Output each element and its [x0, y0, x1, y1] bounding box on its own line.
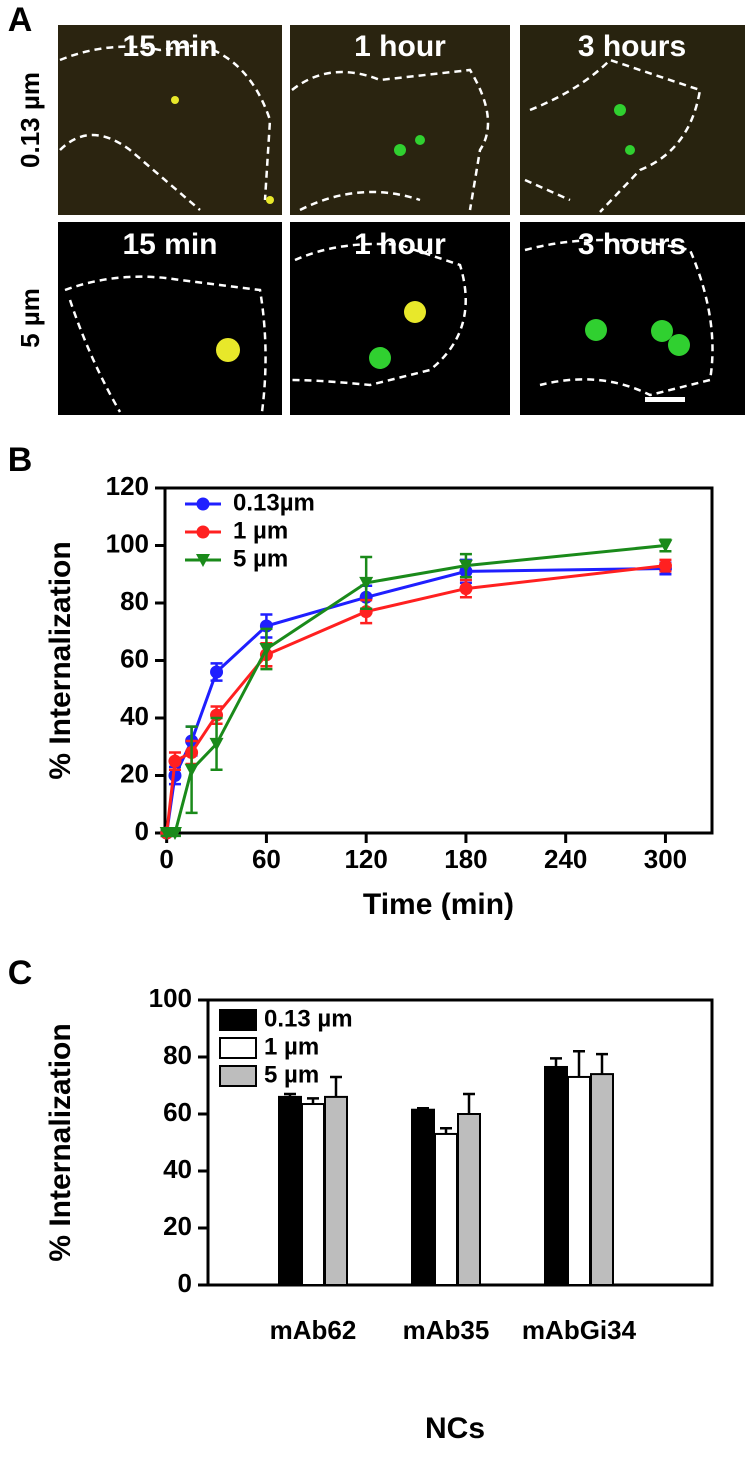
y-tick-label: 100 — [106, 528, 149, 558]
error-bar — [440, 1127, 452, 1134]
marker — [359, 576, 374, 590]
x-tick-label: 60 — [252, 844, 281, 874]
marker — [196, 525, 210, 539]
image-title: 15 min — [122, 30, 217, 63]
y-tick-label: 20 — [163, 1211, 192, 1241]
x-tick-label: 240 — [544, 844, 587, 874]
x-axis-title: NCs — [425, 1412, 485, 1445]
y-tick-label: 0 — [178, 1268, 192, 1298]
y-tick-label: 40 — [163, 1154, 192, 1184]
series-line — [166, 544, 666, 835]
y-tick-label: 60 — [120, 643, 149, 673]
micrograph — [290, 222, 510, 415]
error-bar — [573, 1050, 585, 1077]
legend-swatch — [219, 1009, 257, 1031]
cell-outline — [59, 43, 272, 211]
image-title: 1 hour — [354, 228, 446, 261]
panel-label: C — [8, 954, 33, 992]
marker — [167, 827, 182, 840]
row-label: 5 µm — [15, 288, 45, 348]
legend-label: 5 µm — [233, 545, 288, 572]
bar — [278, 1095, 302, 1287]
x-tick-label: mAb62 — [270, 1315, 357, 1345]
micrograph — [520, 25, 745, 215]
y-tick-label: 20 — [120, 758, 149, 788]
error-bar — [330, 1075, 342, 1097]
legend-label: 1 µm — [233, 517, 288, 544]
y-tick-label: 120 — [106, 471, 149, 501]
marker — [458, 559, 473, 573]
image-title: 1 hour — [354, 30, 446, 63]
marker — [259, 643, 274, 656]
y-axis-title: % Internalization — [44, 541, 77, 779]
error-bar — [596, 1052, 608, 1075]
image-title: 15 min — [122, 228, 217, 261]
legend-swatch — [219, 1065, 257, 1087]
marker — [459, 582, 473, 596]
bar — [301, 1103, 325, 1287]
micrograph — [520, 222, 745, 415]
legend-label: 0.13µm — [233, 489, 315, 516]
bar — [567, 1075, 591, 1286]
cell-outline — [524, 58, 702, 213]
marker — [658, 559, 672, 573]
y-axis-title: % Internalization — [44, 1023, 77, 1261]
marker — [168, 754, 182, 768]
marker — [658, 539, 673, 553]
bar — [590, 1073, 614, 1286]
x-tick-label: mAb35 — [403, 1315, 490, 1345]
bar — [457, 1113, 481, 1286]
y-tick-label: 100 — [149, 983, 192, 1013]
x-tick-label: 300 — [644, 844, 687, 874]
marker — [209, 737, 224, 751]
legend-label: 0.13 µm — [264, 1005, 353, 1032]
y-tick-label: 0 — [135, 816, 149, 846]
micrograph — [58, 222, 282, 415]
image-title: 3 hours — [578, 228, 686, 261]
legend-swatch — [219, 1037, 257, 1059]
bar — [411, 1108, 435, 1286]
error-bar — [417, 1107, 429, 1110]
legend-label: 5 µm — [264, 1061, 319, 1088]
bar — [544, 1065, 568, 1286]
bar — [434, 1132, 458, 1286]
marker — [196, 497, 210, 511]
panel-label: B — [8, 441, 33, 479]
image-title: 3 hours — [578, 30, 686, 63]
cell-outline — [291, 68, 490, 212]
x-tick-label: 0 — [159, 844, 173, 874]
y-tick-label: 60 — [163, 1097, 192, 1127]
micrograph — [58, 25, 282, 215]
error-bar — [284, 1092, 296, 1097]
error-bar — [550, 1057, 562, 1067]
scale-bar — [645, 397, 685, 402]
error-bar — [307, 1097, 319, 1105]
x-tick-label: 120 — [344, 844, 387, 874]
cell-outline — [64, 275, 267, 413]
row-label: 0.13 µm — [15, 72, 45, 168]
x-tick-label: 180 — [444, 844, 487, 874]
marker — [184, 763, 199, 777]
series-line — [165, 567, 666, 834]
particles — [171, 96, 426, 362]
y-tick-label: 80 — [120, 586, 149, 616]
cell-outline — [291, 242, 467, 387]
particles — [369, 104, 690, 369]
marker — [196, 554, 210, 567]
micrograph-grid — [58, 25, 745, 415]
panel-label: A — [8, 1, 33, 39]
legend-label: 1 µm — [264, 1033, 319, 1060]
error-bar — [463, 1092, 475, 1114]
marker — [210, 665, 224, 679]
y-tick-label: 40 — [120, 701, 149, 731]
x-tick-label: mAbGi34 — [522, 1315, 637, 1345]
bar — [324, 1095, 348, 1287]
x-axis-title: Time (min) — [363, 888, 514, 921]
cell-outline — [524, 238, 714, 397]
y-tick-label: 80 — [163, 1040, 192, 1070]
